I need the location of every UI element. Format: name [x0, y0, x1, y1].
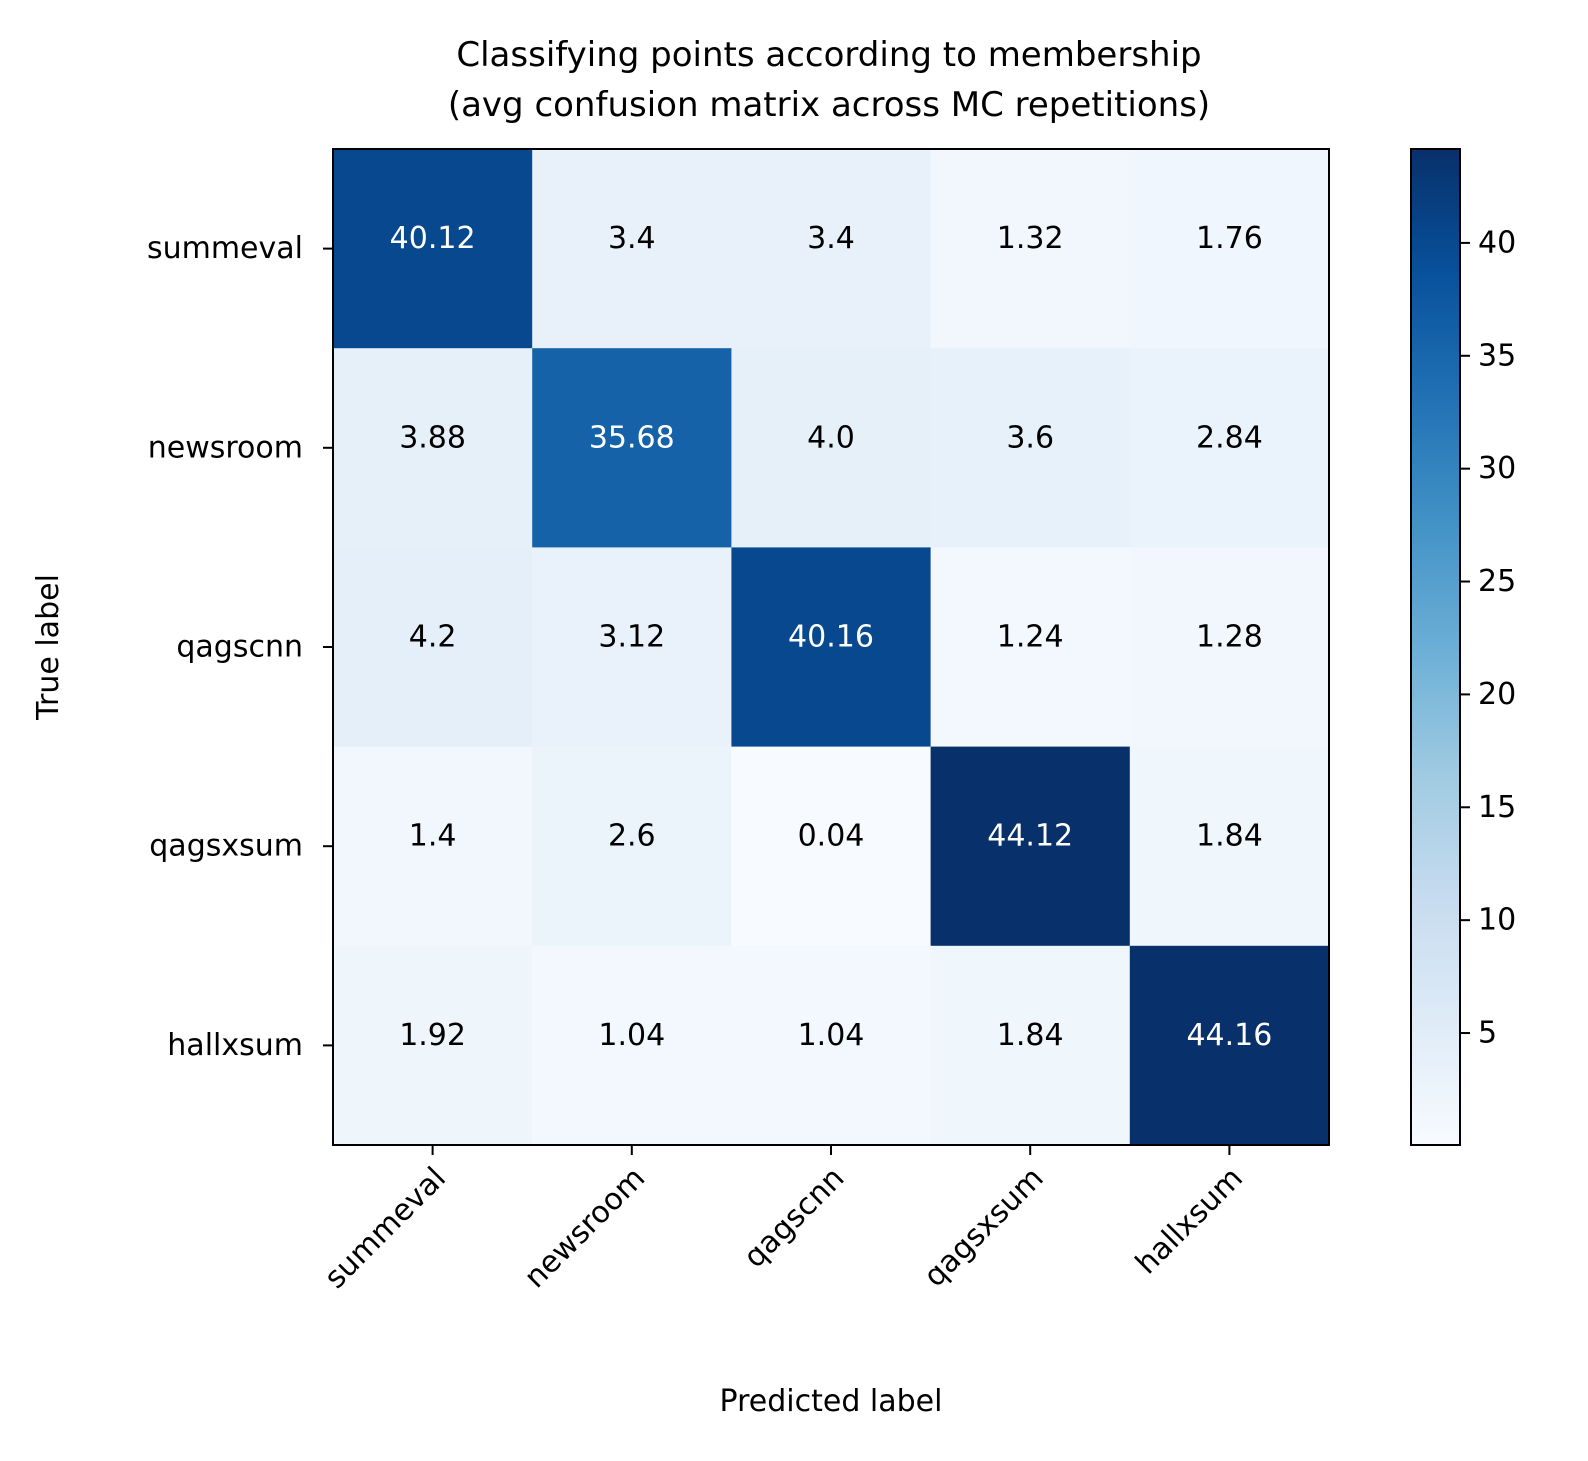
heatmap-cell: [731, 149, 932, 349]
cell-value-label: 0.04: [798, 819, 865, 854]
y-tick-label: qagsxsum: [149, 829, 303, 864]
colorbar-frame: [1410, 148, 1461, 1146]
colorbar-ticks: 5 10 15 20 25 30 35 40: [1460, 225, 1516, 1051]
cell-value-label: 3.12: [598, 620, 665, 655]
cell-value-label: 40.16: [788, 620, 874, 655]
heatmap-cell: [1129, 348, 1330, 548]
colorbar-tick-label: 20: [1478, 677, 1516, 712]
heatmap-cell: [731, 348, 932, 548]
heatmap-cell: [731, 547, 932, 748]
cell-value-label: 1.84: [997, 1018, 1064, 1053]
heatmap-cell: [1129, 945, 1330, 1146]
cell-value-label: 35.68: [589, 420, 675, 455]
cell-value-label: 1.4: [409, 819, 457, 854]
colorbar-tick-label: 30: [1478, 451, 1516, 486]
heatmap-cell: [532, 348, 732, 548]
heatmap-cell: [930, 945, 1131, 1146]
heatmap-cell: [930, 348, 1131, 548]
cell-value-label: 3.88: [399, 420, 466, 455]
heatmap-cell: [532, 547, 732, 748]
cell-value-label: 44.12: [987, 819, 1073, 854]
colorbar-tick-label: 35: [1478, 338, 1516, 373]
heatmap-cell: [333, 547, 533, 748]
heatmap-cell: [930, 547, 1131, 748]
heatmap-cell: [731, 746, 932, 947]
colorbar-tick-label: 25: [1478, 564, 1516, 599]
heatmap-cell: [333, 945, 533, 1146]
cell-value-label: 1.24: [997, 620, 1064, 655]
colorbar-tick-label: 40: [1478, 225, 1516, 260]
cell-value-label: 3.6: [1006, 420, 1054, 455]
cell-value-label: 2.84: [1196, 420, 1263, 455]
colorbar-tick-label: 5: [1478, 1016, 1497, 1051]
cell-value-label: 4.0: [807, 420, 855, 455]
y-tick-label: summeval: [147, 231, 303, 266]
chart-title-line-1: Classifying points according to membersh…: [456, 35, 1201, 75]
heatmap-cell: [532, 945, 732, 1146]
cell-value-label: 1.84: [1196, 819, 1263, 854]
heatmap-cell: [333, 149, 533, 349]
heatmap-cell: [333, 348, 533, 548]
heatmap-cell: [532, 746, 732, 947]
y-tick-label: qagscnn: [176, 630, 303, 665]
cell-value-label: 3.4: [807, 221, 855, 256]
heatmap-cell: [930, 149, 1131, 349]
cell-value-label: 1.76: [1196, 221, 1263, 256]
colorbar-gradient: [1411, 149, 1460, 1145]
heatmap-cells: [333, 149, 1330, 1146]
heatmap-cell: [1129, 547, 1330, 748]
chart-title-line-2: (avg confusion matrix across MC repetiti…: [448, 85, 1210, 125]
cell-value-label: 40.12: [390, 221, 476, 256]
y-axis-ticks: summeval newsroom qagscnn qagsxsum hallxsum: [147, 231, 333, 1063]
heatmap-cell: [1129, 746, 1330, 947]
heatmap-cell: [930, 746, 1131, 947]
y-tick-label: newsroom: [148, 430, 303, 465]
cell-value-label: 4.2: [409, 620, 457, 655]
y-axis-label: True label: [31, 574, 66, 721]
x-axis-label: Predicted label: [720, 1384, 943, 1419]
heatmap-cell: [333, 746, 533, 947]
colorbar-tick-label: 10: [1478, 903, 1516, 938]
cell-value-label: 3.4: [608, 221, 656, 256]
cell-value-label: 1.92: [399, 1018, 466, 1053]
y-tick-label: hallxsum: [167, 1028, 303, 1063]
cell-value-label: 2.6: [608, 819, 656, 854]
heatmap-cell-labels: 40.12 3.4 3.4 1.32 1.76 3.88 35.68 4.0 3.6 2.84 4.…: [390, 221, 1273, 1053]
colorbar-tick-label: 15: [1478, 790, 1516, 825]
cell-value-label: 1.04: [798, 1018, 865, 1053]
heatmap-cell: [1129, 149, 1330, 349]
cell-value-label: 44.16: [1186, 1018, 1272, 1053]
cell-value-label: 1.32: [997, 221, 1064, 256]
cell-value-label: 1.04: [598, 1018, 665, 1053]
colorbar: 5 10 15 20 25 30 35 40: [1410, 148, 1516, 1146]
cell-value-label: 1.28: [1196, 620, 1263, 655]
heatmap-cell: [731, 945, 932, 1146]
heatmap-cell: [532, 149, 732, 349]
